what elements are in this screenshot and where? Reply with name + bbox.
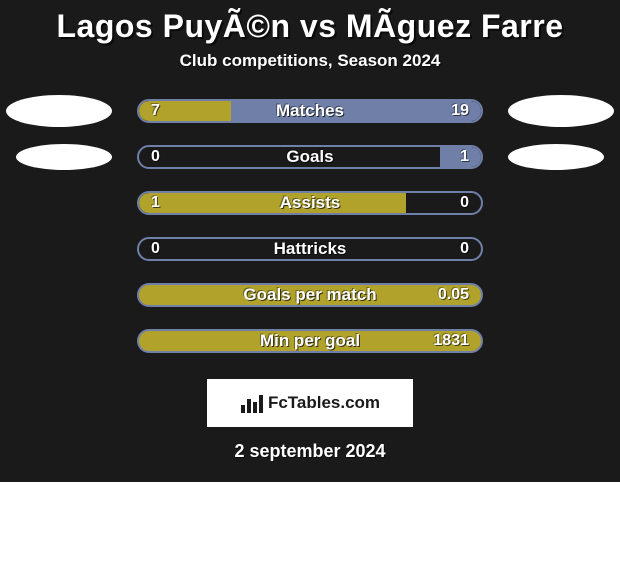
p1-value: 0 bbox=[151, 148, 160, 166]
date-text: 2 september 2024 bbox=[0, 441, 620, 462]
p2-value: 0 bbox=[460, 194, 469, 212]
p1-value: 7 bbox=[151, 102, 160, 120]
stat-label: Goals per match bbox=[243, 285, 376, 305]
p2-value: 0.05 bbox=[438, 286, 469, 304]
stat-label: Hattricks bbox=[274, 239, 347, 259]
p2-fill bbox=[231, 101, 481, 121]
p2-value: 1 bbox=[460, 148, 469, 166]
stat-label: Min per goal bbox=[260, 331, 360, 351]
stat-label: Goals bbox=[286, 147, 333, 167]
stat-row: 1 0 Assists bbox=[0, 191, 620, 215]
player1-avatar bbox=[6, 95, 112, 127]
stats-rows: 7 19 Matches 0 1 Goals 1 0 Assists 0 0 Hattricks 0.0… bbox=[0, 99, 620, 353]
stat-label: Matches bbox=[276, 101, 344, 121]
stat-row: 0 0 Hattricks bbox=[0, 237, 620, 261]
player2-avatar-shadow bbox=[508, 144, 604, 170]
brand-box: FcTables.com bbox=[207, 379, 413, 427]
stat-row: 1831 Min per goal bbox=[0, 329, 620, 353]
stat-bar: 1831 Min per goal bbox=[137, 329, 483, 353]
bar-chart-icon bbox=[240, 393, 264, 413]
subtitle: Club competitions, Season 2024 bbox=[0, 51, 620, 71]
page-title: Lagos PuyÃ©n vs MÃ­guez Farre bbox=[0, 8, 620, 45]
stat-row: 0 1 Goals bbox=[0, 145, 620, 169]
p2-value: 19 bbox=[451, 102, 469, 120]
stat-label: Assists bbox=[280, 193, 340, 213]
stat-row: 0.05 Goals per match bbox=[0, 283, 620, 307]
stat-bar: 7 19 Matches bbox=[137, 99, 483, 123]
p1-value: 1 bbox=[151, 194, 160, 212]
p2-value: 1831 bbox=[433, 332, 469, 350]
p1-fill bbox=[139, 193, 406, 213]
p1-value: 0 bbox=[151, 240, 160, 258]
player1-avatar-shadow bbox=[16, 144, 112, 170]
stat-bar: 0 1 Goals bbox=[137, 145, 483, 169]
brand-text: FcTables.com bbox=[268, 393, 380, 413]
p2-value: 0 bbox=[460, 240, 469, 258]
player2-avatar bbox=[508, 95, 614, 127]
stat-bar: 0.05 Goals per match bbox=[137, 283, 483, 307]
stat-bar: 0 0 Hattricks bbox=[137, 237, 483, 261]
comparison-card: Lagos PuyÃ©n vs MÃ­guez Farre Club compe… bbox=[0, 0, 620, 482]
stat-bar: 1 0 Assists bbox=[137, 191, 483, 215]
stat-row: 7 19 Matches bbox=[0, 99, 620, 123]
